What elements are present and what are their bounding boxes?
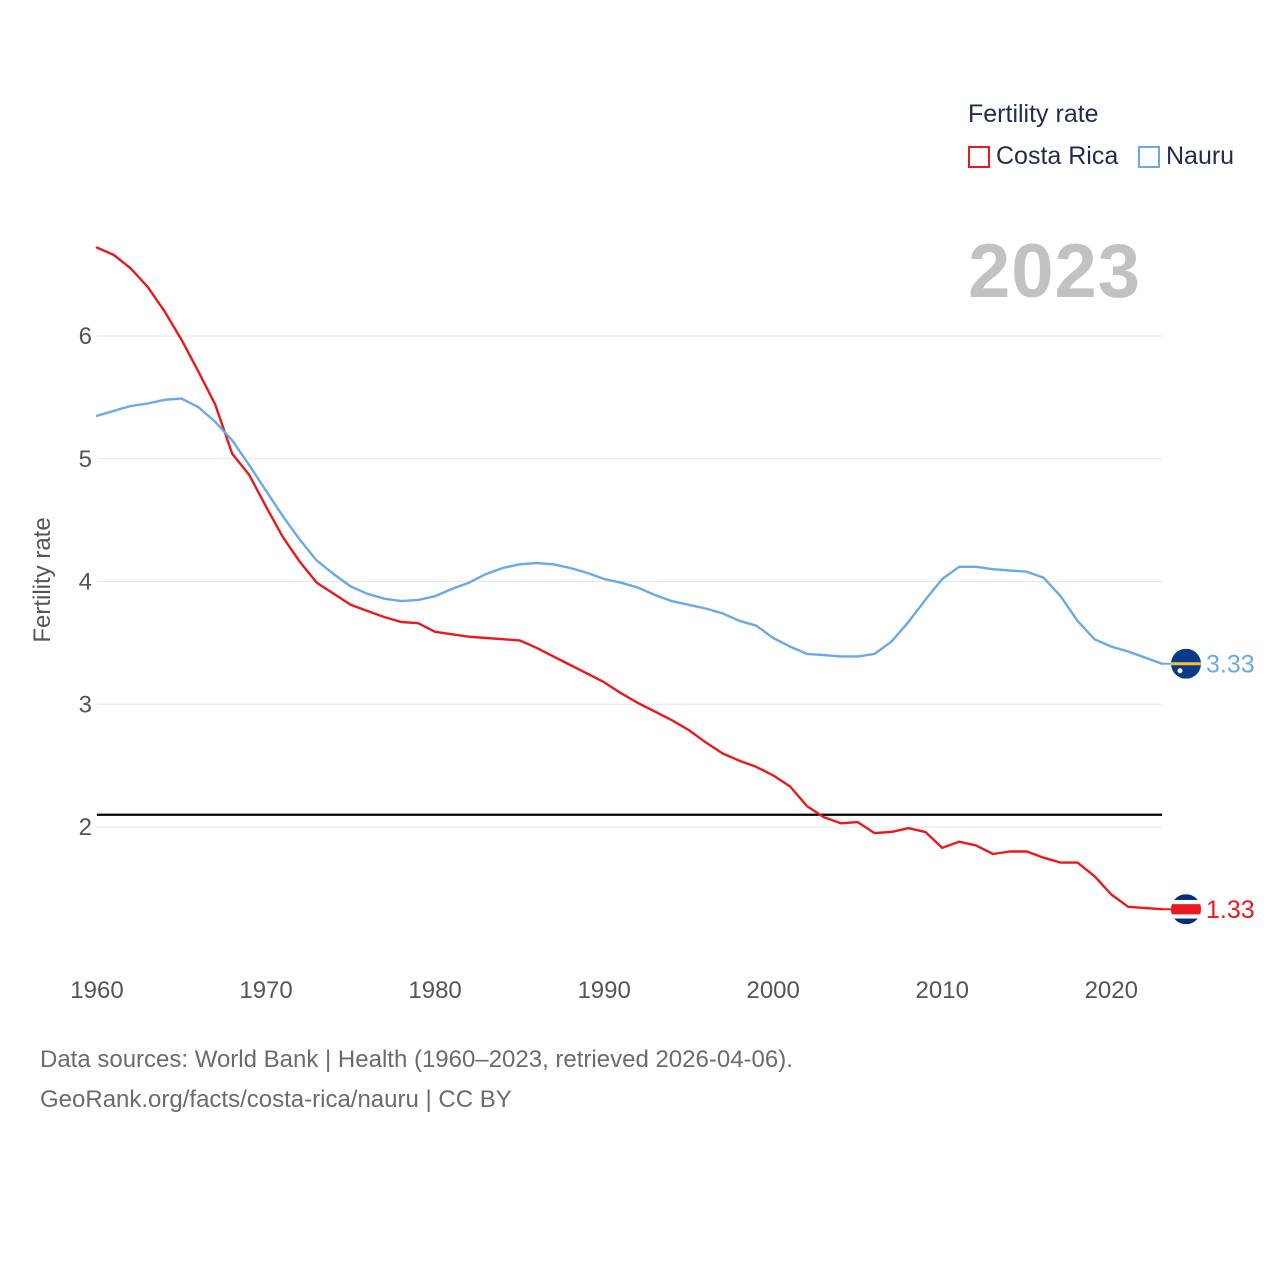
x-tick-label: 2020 xyxy=(1085,977,1138,1004)
legend-swatch-nauru xyxy=(1138,145,1160,168)
end-value-label-costa-rica: 1.33 xyxy=(1206,896,1255,924)
legend-item-costa-rica[interactable]: Costa Rica xyxy=(968,142,1118,171)
x-tick-label: 1970 xyxy=(239,977,292,1004)
legend-label-costa-rica: Costa Rica xyxy=(996,142,1119,170)
current-year-label: 2023 xyxy=(968,229,1142,314)
series-line-nauru[interactable] xyxy=(95,397,1164,665)
x-tick-label: 2000 xyxy=(746,977,799,1004)
x-tick-label: 1980 xyxy=(408,977,461,1004)
x-tick-label: 1990 xyxy=(577,977,630,1004)
y-tick-label: 3 xyxy=(79,691,92,718)
y-tick-label: 2 xyxy=(79,814,92,841)
axis-ticks: 2 3 4 5 6 1960 1970 1980 1990 2000 2010 2020 xyxy=(70,323,1138,1004)
flag-marker-costa-rica[interactable] xyxy=(1171,894,1201,925)
footer-sources: Data sources: World Bank | Health (1960–… xyxy=(40,1046,793,1073)
legend-title: Fertility rate xyxy=(968,100,1099,128)
x-tick-label: 1960 xyxy=(70,977,123,1004)
legend-label-nauru: Nauru xyxy=(1166,142,1235,170)
y-tick-label: 6 xyxy=(79,323,92,350)
y-axis-label: Fertility rate xyxy=(29,517,56,642)
y-tick-label: 4 xyxy=(79,569,92,596)
end-markers: 1.33 3.33 xyxy=(1171,648,1255,925)
series-line-costa-rica[interactable] xyxy=(95,246,1164,911)
series-layer xyxy=(95,246,1186,911)
gridlines xyxy=(97,335,1162,828)
x-tick-label: 2010 xyxy=(916,977,969,1004)
flag-marker-nauru[interactable] xyxy=(1171,648,1201,679)
footer-url[interactable]: GeoRank.org/facts/costa-rica/nauru | CC … xyxy=(40,1086,512,1113)
y-tick-label: 5 xyxy=(79,446,92,473)
end-value-label-nauru: 3.33 xyxy=(1206,651,1255,679)
legend-swatch-costa-rica xyxy=(968,145,990,168)
legend-item-nauru[interactable]: Nauru xyxy=(1138,142,1234,171)
